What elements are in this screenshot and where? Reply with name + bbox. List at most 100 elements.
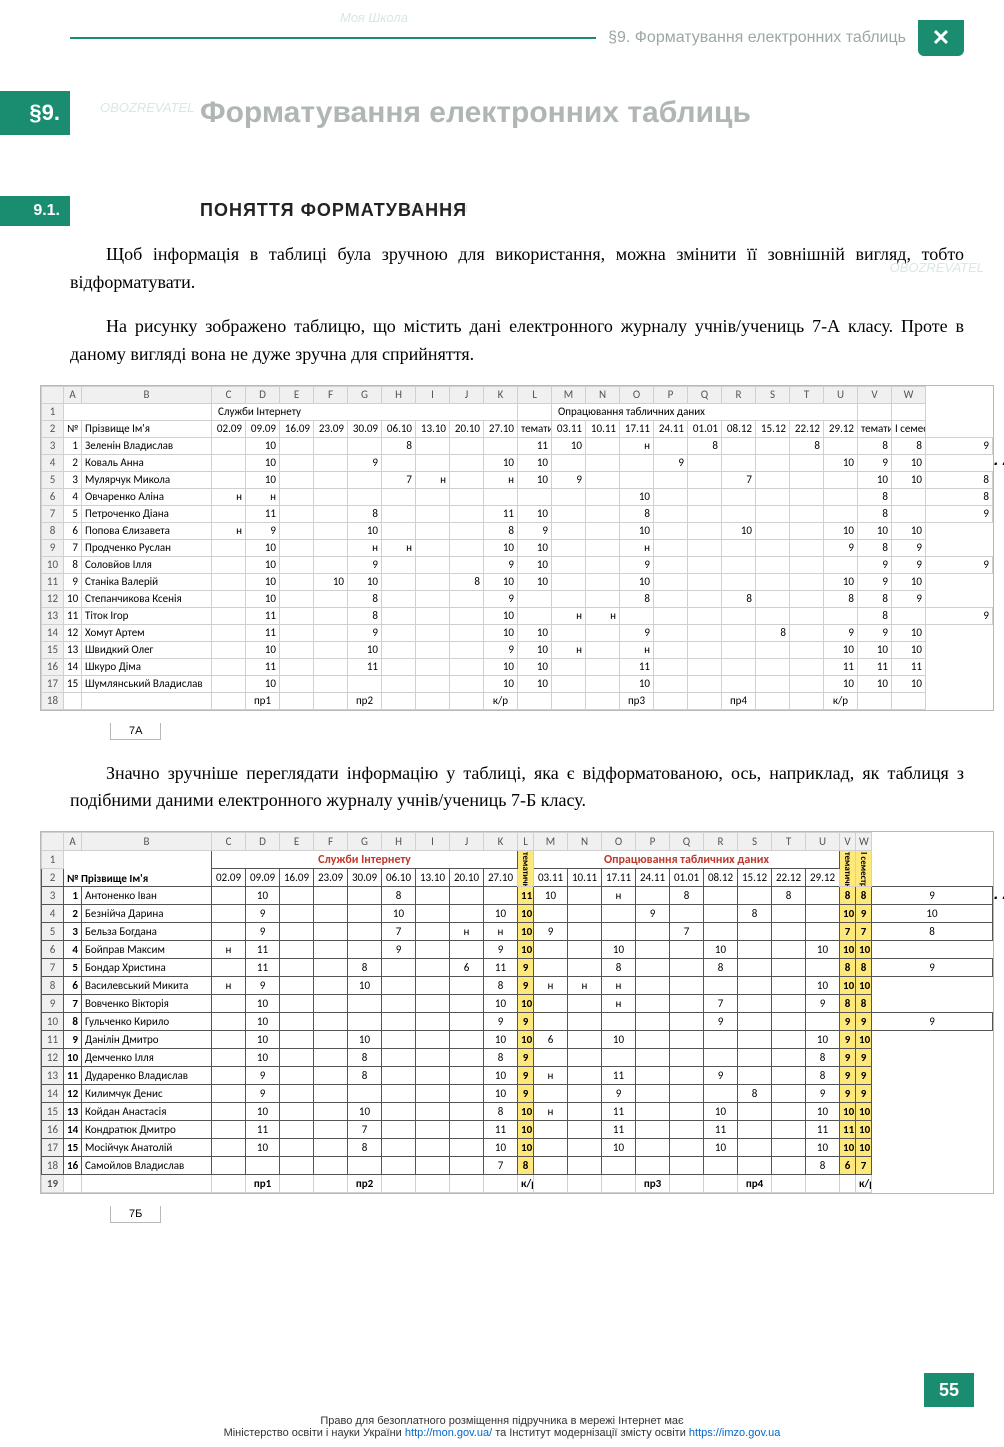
cell bbox=[314, 624, 348, 641]
cell: 9 bbox=[856, 905, 872, 923]
footer-cell bbox=[790, 692, 824, 709]
cell bbox=[534, 1085, 568, 1103]
cell: 11 bbox=[246, 607, 280, 624]
cell bbox=[314, 1121, 348, 1139]
cell: 10 bbox=[484, 675, 518, 692]
footer-link[interactable]: http://mon.gov.ua/ bbox=[405, 1427, 492, 1439]
cell bbox=[790, 539, 824, 556]
footer-cell bbox=[280, 1175, 314, 1193]
cell bbox=[620, 607, 654, 624]
cell bbox=[280, 675, 314, 692]
cell: 11 bbox=[246, 624, 280, 641]
cell bbox=[314, 658, 348, 675]
row-number: 7 bbox=[42, 959, 64, 977]
cell: 9 bbox=[858, 556, 892, 573]
cell: 14 bbox=[64, 658, 82, 675]
cell: 10 bbox=[246, 1049, 280, 1067]
footer-cell: пр3 bbox=[620, 692, 654, 709]
footer-cell bbox=[382, 1175, 416, 1193]
cell bbox=[586, 675, 620, 692]
footer-cell bbox=[484, 1175, 518, 1193]
cell bbox=[568, 1031, 602, 1049]
cell: 9 bbox=[484, 590, 518, 607]
column-header: N bbox=[586, 386, 620, 403]
cell: 11 bbox=[858, 658, 892, 675]
column-header: A bbox=[64, 386, 82, 403]
cell bbox=[534, 905, 568, 923]
cell bbox=[280, 607, 314, 624]
sheet-tab[interactable]: 7Б bbox=[110, 1206, 161, 1223]
footer-cell bbox=[82, 692, 212, 709]
cell bbox=[806, 905, 840, 923]
column-header: K bbox=[484, 386, 518, 403]
footer-cell bbox=[552, 692, 586, 709]
cell: 10 bbox=[246, 1139, 280, 1157]
cell: 9 bbox=[518, 977, 534, 995]
cell bbox=[772, 995, 806, 1013]
cell: 10 bbox=[704, 1103, 738, 1121]
section-heading: §9. Форматування електронних таблиць bbox=[70, 96, 964, 130]
cell: 9 bbox=[246, 1067, 280, 1085]
cell: Зеленін Владислав bbox=[82, 437, 212, 454]
cell: н bbox=[552, 607, 586, 624]
cell bbox=[314, 1085, 348, 1103]
cell: 8 bbox=[926, 488, 993, 505]
cell: 8 bbox=[806, 1067, 840, 1085]
cell bbox=[790, 454, 824, 471]
column-header: L bbox=[518, 386, 552, 403]
cell bbox=[602, 1049, 636, 1067]
cell bbox=[670, 941, 704, 959]
cell bbox=[280, 641, 314, 658]
cell bbox=[450, 641, 484, 658]
footer-link[interactable]: https://imzo.gov.ua bbox=[689, 1427, 781, 1439]
cell: 10 bbox=[246, 995, 280, 1013]
cell bbox=[314, 675, 348, 692]
footer-cell: пр4 bbox=[738, 1175, 772, 1193]
cell: 11 bbox=[246, 941, 280, 959]
cell bbox=[688, 488, 722, 505]
cell bbox=[450, 1013, 484, 1031]
cell bbox=[772, 1157, 806, 1175]
cell bbox=[212, 1013, 246, 1031]
cell bbox=[654, 675, 688, 692]
cell bbox=[450, 658, 484, 675]
column-header: G bbox=[348, 833, 382, 851]
cell: 2 bbox=[64, 454, 82, 471]
cell bbox=[382, 1049, 416, 1067]
cell bbox=[450, 454, 484, 471]
column-header: O bbox=[602, 833, 636, 851]
subsection-title: ПОНЯТТЯ ФОРМАТУВАННЯ bbox=[200, 200, 467, 221]
cell: Овчаренко Аліна bbox=[82, 488, 212, 505]
cell bbox=[772, 923, 806, 941]
cell bbox=[450, 1085, 484, 1103]
cell bbox=[636, 959, 670, 977]
sheet-tab[interactable]: 7А bbox=[110, 723, 161, 740]
cell: 9 bbox=[518, 1085, 534, 1103]
column-header: D bbox=[246, 386, 280, 403]
group-header: Опрацювання табличних даних bbox=[552, 403, 858, 420]
cell bbox=[450, 977, 484, 995]
cell bbox=[416, 905, 450, 923]
cell bbox=[314, 977, 348, 995]
cell: 7 bbox=[722, 471, 756, 488]
cell bbox=[348, 675, 382, 692]
date-header: 10.11 bbox=[568, 869, 602, 887]
cell: 9 bbox=[484, 941, 518, 959]
date-header: 15.12 bbox=[738, 869, 772, 887]
footer-cell bbox=[416, 1175, 450, 1193]
row-number: 1 bbox=[42, 851, 64, 869]
cell: 10 bbox=[518, 905, 534, 923]
cell bbox=[416, 1139, 450, 1157]
cell bbox=[688, 641, 722, 658]
cell bbox=[654, 522, 688, 539]
cell: 9 bbox=[534, 923, 568, 941]
cell: 9 bbox=[636, 905, 670, 923]
cell bbox=[772, 941, 806, 959]
cell bbox=[416, 522, 450, 539]
cell bbox=[416, 454, 450, 471]
cell: 8 bbox=[348, 590, 382, 607]
cell: 10 bbox=[620, 573, 654, 590]
cell bbox=[688, 505, 722, 522]
cell: н bbox=[620, 539, 654, 556]
cell bbox=[722, 539, 756, 556]
